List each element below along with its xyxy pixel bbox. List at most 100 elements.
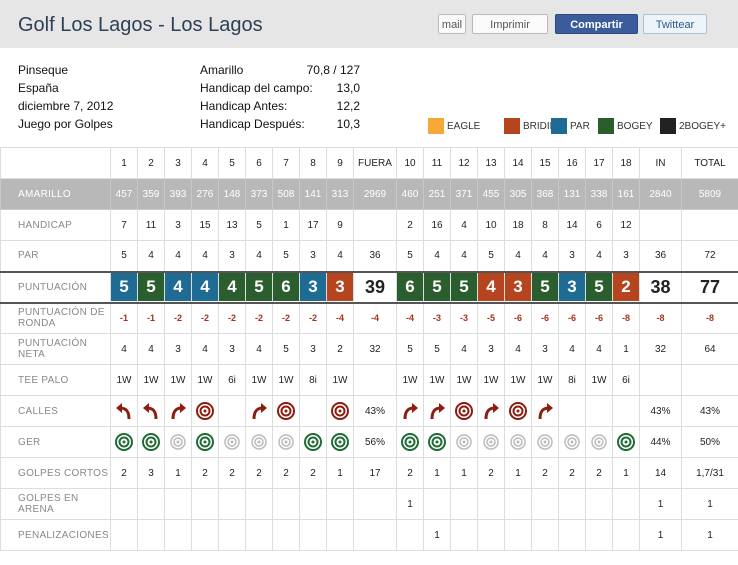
cell: 508 xyxy=(272,178,300,210)
score: 3 xyxy=(559,273,585,301)
icon xyxy=(276,401,296,421)
cell: 4 xyxy=(450,209,478,241)
cell: 1W xyxy=(272,364,300,396)
cell xyxy=(612,519,640,551)
share-button[interactable]: Compartir xyxy=(555,14,638,34)
cell: 373 xyxy=(245,178,273,210)
icon xyxy=(222,432,242,452)
icon xyxy=(249,432,269,452)
column-header: 8 xyxy=(299,147,327,179)
score: 5 xyxy=(451,273,477,301)
row: HANDICAP 7 11 3 15 13 5 1 17 9 2 16 4 10 18 8 14 6 12 xyxy=(0,209,738,241)
cell: 1 xyxy=(450,457,478,489)
cell: 2 xyxy=(218,457,246,489)
cell: 460 xyxy=(396,178,424,210)
cell: 8 xyxy=(531,209,559,241)
cell xyxy=(218,488,246,520)
legend-item: EAGLE xyxy=(428,118,480,134)
cell: 1W xyxy=(585,364,613,396)
cell: -4 xyxy=(396,302,424,334)
cell: 3 xyxy=(558,240,586,272)
cell: 2 xyxy=(396,457,424,489)
cell xyxy=(245,519,273,551)
row: AMARILLO 457 359 393 276 148 373 508 141 313 2969 4… xyxy=(0,178,738,210)
score: 3 xyxy=(300,273,326,301)
cell: 4 xyxy=(137,333,165,365)
score-cell: 4 xyxy=(191,270,219,304)
cell: 43% xyxy=(681,395,738,427)
cell: 3 xyxy=(299,333,327,365)
cell: 1 xyxy=(423,519,451,551)
header-row: 1 2 3 4 5 6 7 8 9 FUERA 10 11 12 13 14 15 16 17 18 IN TOTAL xyxy=(0,147,738,179)
cell: 56% xyxy=(353,426,397,458)
column-header: 5 xyxy=(218,147,246,179)
cell: 1W xyxy=(137,364,165,396)
cell: 2 xyxy=(558,457,586,489)
icon xyxy=(508,401,528,421)
cell xyxy=(164,426,192,458)
cell: 17 xyxy=(299,209,327,241)
cell xyxy=(504,395,532,427)
cell xyxy=(110,519,138,551)
icon xyxy=(276,432,296,452)
cell: 393 xyxy=(164,178,192,210)
icon xyxy=(481,432,501,452)
cell: 1 xyxy=(504,457,532,489)
cell xyxy=(477,395,505,427)
cell: 8i xyxy=(558,364,586,396)
cell: 313 xyxy=(326,178,354,210)
cell xyxy=(164,488,192,520)
cell xyxy=(396,395,424,427)
column-header: 18 xyxy=(612,147,640,179)
tweet-button[interactable]: Twittear xyxy=(643,14,707,34)
print-button[interactable]: Imprimir xyxy=(472,14,548,34)
cell: 14 xyxy=(639,457,682,489)
cell xyxy=(396,519,424,551)
icon xyxy=(481,401,501,421)
cell xyxy=(531,519,559,551)
row: PUNTUACIÓN DE RONDA -1 -1 -2 -2 -2 -2 -2 -2 -4 -4-… xyxy=(0,302,738,334)
legend-item: BOGEY xyxy=(598,118,653,134)
cell: 50% xyxy=(681,426,738,458)
cell: 7 xyxy=(110,209,138,241)
cell: 5 xyxy=(272,333,300,365)
cell: 4 xyxy=(191,240,219,272)
row-label: CALLES xyxy=(0,395,111,427)
score-cell: 2 xyxy=(612,270,640,304)
icon xyxy=(141,401,161,421)
cell xyxy=(110,488,138,520)
cell: 5809 xyxy=(681,178,738,210)
header: Golf Los Lagos - Los Lagos mail Imprimir… xyxy=(0,0,738,48)
cell xyxy=(191,426,219,458)
cell: 251 xyxy=(423,178,451,210)
cell: -8 xyxy=(681,302,738,334)
cell: -6 xyxy=(558,302,586,334)
legend-label: BRIDIE xyxy=(523,120,557,132)
score: 5 xyxy=(532,273,558,301)
cell: 4 xyxy=(137,240,165,272)
cell: 359 xyxy=(137,178,165,210)
score-cell: 5 xyxy=(137,270,165,304)
row-label: AMARILLO xyxy=(0,178,111,210)
column-header: 2 xyxy=(137,147,165,179)
cell: 2 xyxy=(396,209,424,241)
cell xyxy=(585,488,613,520)
cell: 43% xyxy=(639,395,682,427)
cell: 4 xyxy=(531,240,559,272)
cell xyxy=(531,488,559,520)
cell: 3 xyxy=(218,333,246,365)
cell xyxy=(585,519,613,551)
cell xyxy=(353,364,397,396)
cell: 4 xyxy=(558,333,586,365)
legend-item: BRIDIE xyxy=(504,118,556,134)
cell: 1W xyxy=(477,364,505,396)
cell: 3 xyxy=(164,209,192,241)
cell: 1W xyxy=(164,364,192,396)
cell xyxy=(326,395,354,427)
score-cell: 4 xyxy=(218,270,246,304)
cell: 1W xyxy=(423,364,451,396)
email-button[interactable]: mail xyxy=(438,14,466,34)
cell xyxy=(558,488,586,520)
cell: 4 xyxy=(245,240,273,272)
column-header: 16 xyxy=(558,147,586,179)
